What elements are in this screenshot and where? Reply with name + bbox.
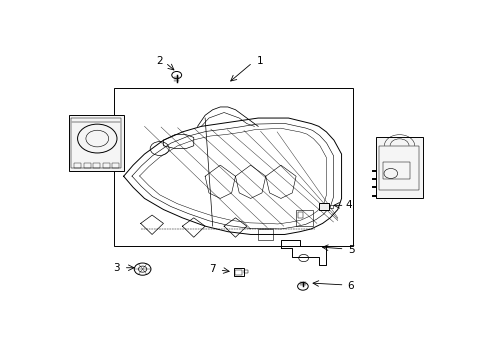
Bar — [258, 229, 273, 240]
Text: 3: 3 — [113, 263, 119, 273]
Text: 7: 7 — [209, 264, 216, 274]
Bar — [296, 210, 312, 226]
Bar — [74, 163, 81, 168]
Text: 6: 6 — [347, 281, 354, 291]
Bar — [84, 163, 90, 168]
Text: 1: 1 — [256, 56, 263, 66]
Bar — [102, 163, 109, 168]
Bar — [233, 268, 244, 276]
Text: 5: 5 — [347, 245, 354, 255]
Bar — [112, 163, 119, 168]
Bar — [383, 162, 409, 179]
Text: 2: 2 — [156, 56, 163, 66]
Bar — [375, 138, 422, 198]
Bar — [297, 212, 302, 218]
Bar — [68, 115, 123, 171]
Text: 8: 8 — [413, 177, 420, 187]
Bar — [71, 118, 121, 168]
Bar — [244, 270, 247, 273]
Bar — [235, 270, 242, 275]
Text: 9: 9 — [94, 131, 100, 141]
Text: 4: 4 — [345, 201, 352, 210]
Bar — [93, 163, 100, 168]
Bar — [379, 146, 418, 190]
Bar — [329, 204, 332, 208]
Bar — [318, 203, 329, 210]
Bar — [114, 87, 352, 246]
